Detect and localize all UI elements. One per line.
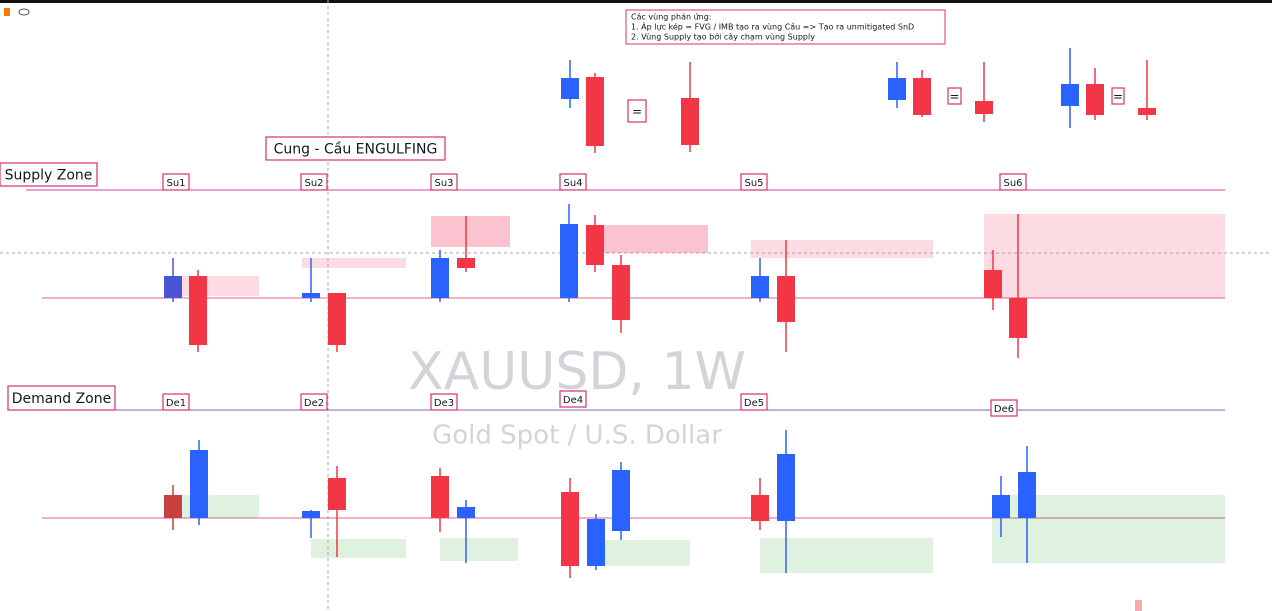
demand-marker-box[interactable] (430, 393, 458, 411)
candle-body[interactable] (164, 276, 182, 298)
candle-body[interactable] (586, 225, 604, 265)
supply-marker: Su1 (166, 178, 185, 189)
candle-body[interactable] (888, 78, 906, 100)
supply-zone-label: Supply Zone (5, 168, 93, 184)
candle-body[interactable] (431, 476, 449, 518)
equals-sign: = (632, 105, 642, 119)
flag-icon[interactable] (4, 8, 10, 16)
equals-sign: = (949, 90, 959, 104)
supply-marker-box[interactable] (162, 173, 190, 191)
watermark-description: Gold Spot / U.S. Dollar (432, 421, 722, 451)
candle-body[interactable] (913, 78, 931, 115)
demand-marker: De1 (166, 398, 186, 409)
candle-body[interactable] (751, 276, 769, 298)
candle-body[interactable] (302, 511, 320, 518)
headline-box[interactable] (265, 136, 446, 161)
supply-marker-box[interactable] (300, 173, 328, 191)
annotation-line: 1. Áp lực kép = FVG / IMB tạo ra vùng Cầ… (631, 21, 914, 33)
demand-marker: De6 (994, 404, 1014, 415)
demand-marker-box[interactable] (740, 393, 768, 411)
supply-marker: Su6 (1003, 178, 1022, 189)
candle-body[interactable] (612, 470, 630, 531)
supply-marker: Su3 (434, 178, 453, 189)
annotation-title: Các vùng phản ứng: (631, 12, 712, 22)
candle-body[interactable] (1086, 84, 1104, 115)
candle-body[interactable] (431, 258, 449, 298)
candle-body[interactable] (612, 265, 630, 320)
candle-body[interactable] (1018, 472, 1036, 518)
zone-box[interactable] (751, 240, 933, 258)
candle-body[interactable] (992, 495, 1010, 518)
candle-body[interactable] (777, 454, 795, 521)
zone-box[interactable] (431, 216, 510, 247)
demand-marker-box[interactable] (990, 399, 1018, 417)
candle-body[interactable] (457, 507, 475, 518)
candle-body[interactable] (586, 77, 604, 146)
annotation-box[interactable] (625, 9, 946, 45)
candle-body[interactable] (561, 78, 579, 99)
equals-sign-box[interactable] (1111, 87, 1125, 105)
candle-body[interactable] (984, 270, 1002, 298)
supply-marker: Su2 (304, 178, 323, 189)
supply-marker: Su4 (563, 178, 582, 189)
candle-body[interactable] (328, 293, 346, 345)
equals-sign-box[interactable] (947, 87, 962, 105)
zone-box[interactable] (311, 539, 406, 558)
equals-sign: = (1113, 90, 1123, 104)
zone-box[interactable] (984, 214, 1225, 298)
demand-zone-label-box[interactable] (7, 385, 116, 411)
zone-box[interactable] (440, 538, 518, 561)
drawings: Supply Zone Demand Zone Cung - Cầu ENGULFI… (0, 9, 1225, 578)
candle-body[interactable] (777, 276, 795, 322)
headline: Cung - Cầu ENGULFING (274, 142, 438, 158)
candle-body[interactable] (328, 478, 346, 510)
zone-box[interactable] (596, 540, 690, 566)
demand-marker-box[interactable] (559, 390, 587, 408)
candle-body[interactable] (1138, 108, 1156, 115)
volume-bar (1135, 600, 1142, 611)
candle-body[interactable] (751, 495, 769, 521)
candle-body[interactable] (457, 258, 475, 268)
candle-body[interactable] (190, 450, 208, 518)
top-bar (0, 0, 1272, 3)
equals-sign-box[interactable] (627, 99, 647, 123)
supply-marker-box[interactable] (999, 173, 1027, 191)
candle-body[interactable] (1009, 298, 1027, 338)
supply-zone-label-box[interactable] (0, 162, 98, 187)
candle-body[interactable] (561, 492, 579, 566)
candle-body[interactable] (1061, 84, 1079, 106)
candle-body[interactable] (560, 224, 578, 298)
demand-zone-label: Demand Zone (12, 391, 111, 407)
zone-box[interactable] (595, 225, 708, 253)
zone-box[interactable] (302, 258, 406, 268)
candle-body[interactable] (302, 293, 320, 298)
candle-body[interactable] (189, 276, 207, 345)
demand-marker: De3 (434, 398, 454, 409)
demand-marker-box[interactable] (300, 393, 328, 411)
zone-box[interactable] (760, 538, 933, 573)
candle-body[interactable] (681, 98, 699, 145)
annotation-line: 2. Vùng Supply tạo bởi cây chạm vùng Sup… (631, 32, 815, 43)
candle-body[interactable] (975, 101, 993, 114)
demand-marker-box[interactable] (162, 393, 190, 411)
visibility-icon[interactable] (18, 8, 30, 16)
supply-marker: Su5 (744, 178, 763, 189)
candle-body[interactable] (587, 519, 605, 566)
supply-marker-box[interactable] (740, 173, 768, 191)
supply-marker-box[interactable] (430, 173, 458, 191)
demand-marker: De5 (744, 398, 764, 409)
demand-marker: De4 (563, 395, 583, 406)
demand-marker: De2 (304, 398, 324, 409)
supply-marker-box[interactable] (559, 173, 587, 191)
candle-body[interactable] (164, 495, 182, 518)
